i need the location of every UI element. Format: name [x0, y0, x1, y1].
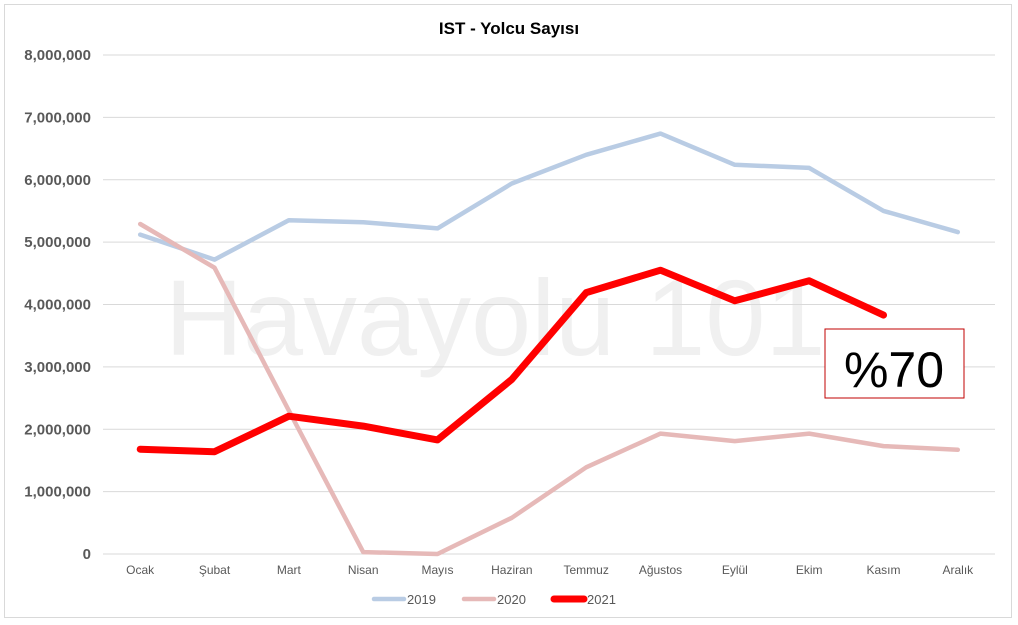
y-tick-label: 1,000,000: [24, 484, 91, 501]
x-tick-label: Ekim: [796, 563, 823, 577]
annotation-text: %70: [844, 342, 944, 398]
y-tick-label: 3,000,000: [24, 359, 91, 376]
legend-label: 2020: [497, 592, 526, 607]
y-tick-label: 8,000,000: [24, 47, 91, 64]
y-tick-label: 2,000,000: [24, 421, 91, 438]
x-tick-label: Eylül: [722, 563, 748, 577]
legend-label: 2019: [407, 592, 436, 607]
legend-item-2020: 2020: [461, 592, 526, 607]
series-lines: [136, 131, 961, 557]
series-line-2019: [137, 131, 961, 262]
x-tick-label: Mayıs: [421, 563, 453, 577]
series-2021: [136, 266, 887, 456]
series-2019: [137, 131, 961, 262]
legend-item-2019: 2019: [371, 592, 436, 607]
chart-frame: Havayolu 101 0 1,000,000 2,000,000 3,000,00…: [4, 4, 1012, 618]
x-tick-label: Temmuz: [563, 563, 608, 577]
legend-item-2021: 2021: [550, 592, 616, 607]
watermark-text: Havayolu 101: [165, 257, 825, 378]
chart-title: IST - Yolcu Sayısı: [439, 19, 579, 38]
y-tick-label: 0: [83, 546, 91, 563]
x-tick-label: Nisan: [348, 563, 379, 577]
legend: 2019 2020 2021: [371, 592, 616, 607]
line-chart: Havayolu 101 0 1,000,000 2,000,000 3,000,00…: [24, 19, 995, 607]
annotation-box: %70: [824, 328, 965, 399]
y-tick-label: 7,000,000: [24, 109, 91, 126]
x-tick-label: Mart: [277, 563, 302, 577]
y-tick-label: 6,000,000: [24, 172, 91, 189]
legend-label: 2021: [587, 592, 616, 607]
x-tick-label: Şubat: [199, 563, 231, 577]
x-tick-label: Ağustos: [639, 563, 682, 577]
x-axis-ticks: Ocak Şubat Mart Nisan Mayıs Haziran Temmuz Ağus…: [126, 563, 974, 577]
annotation-border: [824, 328, 965, 399]
x-tick-label: Haziran: [491, 563, 532, 577]
x-tick-label: Aralık: [942, 563, 974, 577]
x-tick-label: Kasım: [866, 563, 900, 577]
y-tick-label: 5,000,000: [24, 234, 91, 251]
series-line-2020: [137, 221, 961, 557]
x-tick-label: Ocak: [126, 563, 155, 577]
y-axis-ticks: 0 1,000,000 2,000,000 3,000,000 4,000,000 5,0…: [24, 47, 91, 563]
series-2020: [137, 221, 961, 557]
y-tick-label: 4,000,000: [24, 297, 91, 314]
